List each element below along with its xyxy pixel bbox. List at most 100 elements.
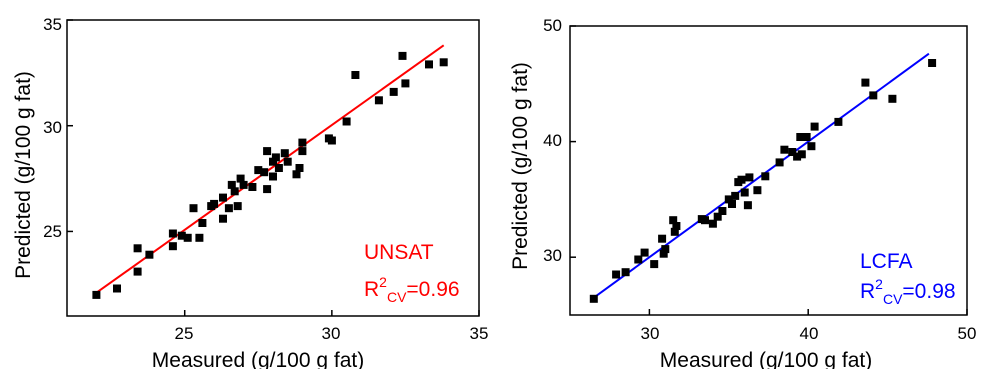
chart-panel-unsat: Predicted (g/100 g fat) Measured (g/100 … (12, 15, 488, 369)
data-point (797, 150, 806, 159)
data-points (589, 59, 937, 303)
data-point (780, 145, 789, 154)
data-point (672, 222, 681, 230)
x-axis-label: Measured (g/100 g fat) (152, 349, 364, 369)
plot-frame (569, 25, 968, 316)
data-point (743, 201, 752, 210)
r2-subscript: CV (883, 291, 903, 307)
tick-marks (67, 19, 480, 316)
data-point (793, 152, 802, 161)
y-tick-label: 40 (543, 131, 562, 150)
series-annotation: LCFA (860, 250, 913, 273)
data-point (869, 91, 878, 100)
data-point (713, 212, 722, 221)
data-point (280, 149, 289, 158)
data-point (269, 157, 277, 166)
data-point (401, 79, 410, 88)
data-point (810, 122, 819, 131)
x-tick-label: 50 (958, 324, 977, 343)
y-tick-labels: 30 40 50 (543, 16, 562, 265)
data-point (928, 59, 937, 67)
data-point (92, 290, 101, 299)
y-tick-label: 50 (543, 16, 562, 35)
data-point (753, 186, 762, 195)
r2-superscript: 2 (875, 276, 883, 292)
data-point (740, 188, 749, 197)
data-point (133, 267, 142, 276)
data-point (589, 294, 598, 303)
data-point (263, 147, 272, 156)
data-point (661, 245, 670, 254)
data-point (236, 174, 245, 183)
plot-frame (66, 19, 480, 317)
data-point (745, 173, 754, 182)
data-point (807, 142, 816, 151)
data-point (708, 219, 717, 228)
data-point (389, 87, 398, 96)
data-point (398, 51, 407, 60)
data-point (189, 204, 198, 213)
data-point (239, 180, 248, 189)
data-point (227, 180, 236, 189)
y-tick-label: 35 (43, 15, 62, 34)
data-point (254, 166, 263, 175)
x-axis-label: Measured (g/100 g fat) (660, 349, 872, 369)
data-point (761, 172, 770, 181)
data-point (788, 148, 797, 156)
data-point (888, 94, 897, 103)
data-point (177, 231, 186, 240)
data-point (230, 187, 239, 196)
data-point (219, 214, 227, 223)
data-point (210, 199, 219, 208)
data-point (718, 207, 727, 215)
data-point (271, 153, 280, 162)
data-point (133, 244, 142, 253)
y-tick-label: 30 (543, 246, 562, 265)
data-point (198, 219, 207, 227)
y-axis-label: Predicted (g/100 g fat) (509, 62, 532, 270)
r2-value: =0.96 (406, 278, 459, 301)
data-point (195, 233, 204, 242)
y-axis-label: Predicted (g/100 g fat) (12, 71, 35, 279)
data-point (248, 183, 257, 191)
data-point (269, 172, 277, 181)
data-point (327, 136, 336, 145)
r2-value: =0.98 (902, 280, 955, 303)
data-point (861, 78, 870, 87)
data-point (731, 191, 740, 200)
data-point (737, 175, 746, 184)
data-point (728, 200, 736, 208)
x-tick-label: 40 (800, 324, 819, 343)
data-point (802, 133, 811, 141)
data-point (298, 147, 307, 156)
series-annotation: UNSAT (364, 241, 434, 264)
data-point (168, 229, 177, 238)
x-tick-label: 25 (175, 324, 194, 343)
data-point (439, 58, 448, 67)
data-point (634, 255, 643, 264)
data-point (669, 216, 678, 225)
data-point (295, 164, 304, 172)
data-point (640, 248, 649, 257)
tick-marks (570, 25, 968, 315)
data-point (298, 138, 307, 147)
r2-symbol: R (364, 278, 379, 301)
data-point (283, 157, 292, 166)
data-point (351, 71, 360, 79)
data-point (342, 117, 351, 126)
data-point (724, 195, 733, 204)
x-tick-labels: 30 40 50 (641, 324, 977, 343)
data-point (292, 170, 301, 179)
data-points (92, 51, 448, 299)
data-point (183, 233, 192, 242)
data-point (650, 260, 659, 269)
y-tick-labels: 25 30 35 (43, 15, 62, 241)
y-tick-label: 25 (43, 222, 62, 241)
data-point (425, 60, 433, 69)
data-point (775, 158, 784, 167)
data-point (670, 227, 679, 236)
data-point (113, 284, 121, 293)
data-point (621, 268, 630, 277)
data-point (274, 164, 283, 172)
